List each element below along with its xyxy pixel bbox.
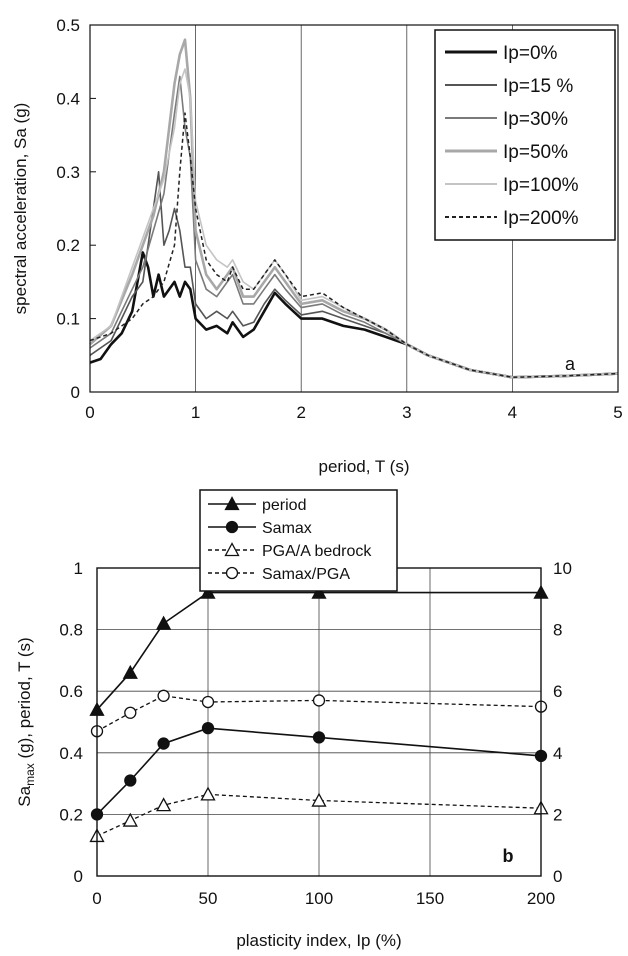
panel-b-data-point [124, 706, 137, 719]
panel-b-y-tick-label: 0 [74, 867, 83, 886]
panel-a-x-axis-title: period, T (s) [318, 457, 409, 476]
panel-b-data-point [224, 496, 240, 511]
panel-a-y-tick-label: 0.1 [56, 310, 80, 329]
panel-a-x-tick-label: 2 [296, 403, 305, 422]
panel-b-x-axis-title: plasticity index, Ip (%) [236, 931, 401, 950]
panel-b-legend-label: PGA/A bedrock [262, 543, 372, 560]
panel-b-x-tick-label: 0 [92, 889, 101, 908]
panel-a-legend-label: Ip=50% [503, 142, 568, 163]
panel-a-x-tick-label: 3 [402, 403, 411, 422]
panel-b-y2-tick-label: 0 [553, 867, 562, 886]
panel-b-y-tick-label: 0.8 [59, 621, 83, 640]
panel-b-x-tick-label: 50 [199, 889, 218, 908]
panel-b-data-point [157, 689, 170, 702]
panel-a-x-tick-label: 5 [613, 403, 622, 422]
panel-b-y2-tick-label: 10 [553, 559, 572, 578]
panel-b-data-point [122, 664, 138, 679]
panel-b-data-point [224, 542, 240, 557]
panel-a-label: a [565, 354, 576, 374]
panel-b-data-point [201, 722, 215, 735]
panel-b-data-point [312, 731, 326, 744]
panel-a-legend-label: Ip=15 % [503, 76, 573, 97]
panel-a-y-tick-label: 0.3 [56, 163, 80, 182]
panel-b-data-point [122, 812, 138, 827]
panel-a-y-axis-title: spectral acceleration, Sa (g) [11, 103, 30, 315]
panel-a-legend-label: Ip=0% [503, 43, 558, 64]
panel-b-y-tick-label: 0.2 [59, 805, 83, 824]
panel-a: 0 1 2 3 4 5 0 0.1 0.2 0.3 0.4 0.5 Ip=0% Ip=15 % Ip=30%… [11, 16, 623, 476]
panel-b-series-line [96, 695, 542, 732]
panel-b: 0 50 100 150 20000.20.40.60.810246810periodS… [15, 489, 572, 950]
panel-a-legend-label: Ip=100% [503, 175, 579, 196]
panel-b-data-point [225, 566, 239, 580]
panel-b-y-tick-label: 1 [74, 559, 83, 578]
panel-a-y-tick-label: 0.4 [56, 89, 80, 108]
panel-a-x-tick-label: 4 [508, 403, 517, 422]
panel-a-y-tick-label: 0.5 [56, 16, 80, 35]
panel-b-y-axis-title: Samax (g), period, T (s) [15, 637, 37, 806]
panel-b-y2-tick-label: 8 [553, 621, 562, 640]
panel-b-data-point [200, 584, 216, 599]
panel-a-x-tick-label: 1 [191, 403, 200, 422]
panel-b-legend-label: period [262, 497, 306, 514]
panel-a-legend-label: Ip=200% [503, 208, 579, 229]
panel-b-label: b [503, 846, 514, 866]
panel-b-data-point [225, 520, 239, 534]
panel-a-legend [434, 29, 616, 241]
panel-a-legend-label: Ip=30% [503, 109, 568, 130]
panel-a-y-tick-label: 0.2 [56, 236, 80, 255]
panel-b-series-line [96, 727, 542, 815]
panel-b-data-point [157, 737, 170, 750]
panel-b-y2-tick-label: 6 [553, 682, 562, 701]
panel-b-legend-label: Samax/PGA [262, 566, 350, 583]
panel-b-data-point [200, 786, 216, 801]
panel-b-y2-tick-label: 4 [553, 744, 562, 763]
panel-b-data-point [124, 774, 137, 787]
panel-b-y2-tick-label: 2 [553, 805, 562, 824]
panel-b-y-tick-label: 0.6 [59, 682, 83, 701]
panel-b-data-point [156, 797, 172, 812]
panel-b-x-tick-label: 150 [416, 889, 444, 908]
panel-b-data-point [201, 695, 215, 709]
panel-b-y-tick-label: 0.4 [59, 744, 83, 763]
panel-b-legend-label: Samax [262, 520, 312, 537]
panel-b-data-point [156, 615, 172, 630]
panel-a-x-tick-label: 0 [85, 403, 94, 422]
panel-b-data-point [312, 694, 326, 707]
panel-a-y-tick-label: 0 [71, 383, 80, 402]
panel-b-x-tick-label: 200 [527, 889, 555, 908]
panel-a-series-line [89, 112, 619, 379]
panel-b-x-tick-label: 100 [305, 889, 333, 908]
panel-b-data-point [311, 792, 327, 807]
panel-b-data-point [311, 584, 327, 599]
panel-a-frame [89, 24, 619, 393]
